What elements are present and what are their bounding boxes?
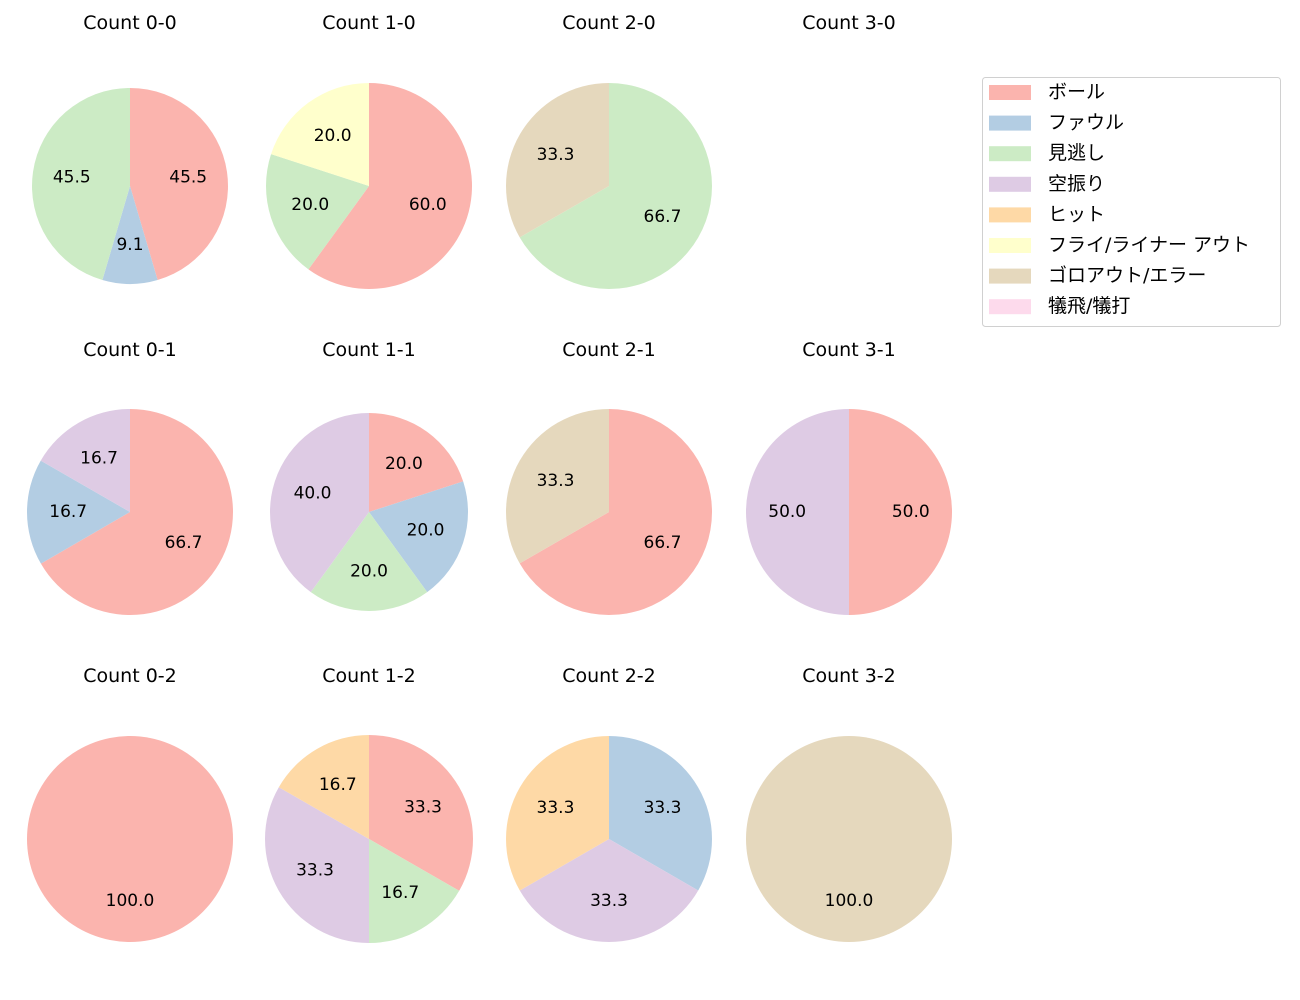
- slice-label: 50.0: [768, 502, 806, 522]
- pie-count-0-0: Count 0-0 45.5 9.1 45.5: [32, 12, 228, 284]
- pie-slice-6: [506, 83, 609, 238]
- legend-label: ファウル: [1048, 112, 1124, 134]
- legend-label: フライ/ライナー アウト: [1048, 234, 1250, 256]
- slice-label: 20.0: [291, 195, 329, 215]
- slice-label: 33.3: [537, 798, 575, 818]
- pie-title: Count 0-0: [83, 12, 177, 34]
- slice-label: 66.7: [644, 207, 682, 227]
- pie-count-3-2: Count 3-2 100.0: [746, 665, 952, 942]
- legend-swatch: [989, 176, 1031, 192]
- legend-frame: [982, 77, 1281, 327]
- pie-count-1-1: Count 1-1 20.0 20.0 20.0 40.0: [269, 339, 468, 612]
- slice-label: 16.7: [49, 502, 87, 522]
- slice-label: 66.7: [165, 533, 203, 553]
- pie-title: Count 0-1: [83, 339, 177, 361]
- pie-slice-2: [369, 839, 460, 943]
- pie-count-0-2: Count 0-2 100.0: [27, 665, 233, 942]
- slice-label: 9.1: [116, 235, 143, 255]
- pie-slice-0: [849, 409, 952, 615]
- pie-slice-1: [102, 186, 158, 284]
- pie-title: Count 3-1: [802, 339, 896, 361]
- pie-count-2-2: Count 2-2 33.3 33.3 33.3: [506, 665, 712, 942]
- legend-swatch: [989, 299, 1031, 315]
- pie-count-3-1: Count 3-1 50.0 50.0: [746, 339, 952, 615]
- slice-label: 16.7: [381, 883, 419, 903]
- pie-slice-0: [519, 409, 712, 615]
- pie-title: Count 1-1: [322, 339, 416, 361]
- pie-slice-4: [278, 735, 369, 839]
- pie-slice-0: [308, 83, 473, 289]
- legend-label: 見逃し: [1048, 142, 1105, 164]
- pie-title: Count 1-0: [322, 12, 416, 34]
- pie-count-3-0: Count 3-0: [802, 12, 896, 34]
- slice-label: 16.7: [319, 775, 357, 795]
- legend-swatch: [989, 115, 1031, 131]
- legend-swatch: [989, 238, 1031, 253]
- pie-slice-0: [130, 88, 228, 281]
- pie-slice-3: [264, 787, 369, 943]
- slice-label: 33.3: [590, 891, 628, 911]
- pie-count-2-1: Count 2-1 66.7 33.3: [506, 339, 712, 615]
- pie-slice-2: [310, 512, 428, 612]
- pie-count-1-0: Count 1-0 60.0 20.0 20.0: [266, 12, 473, 289]
- slice-label: 20.0: [385, 454, 423, 474]
- slice-label: 33.3: [537, 471, 575, 491]
- pie-count-2-0: Count 2-0 66.7 33.3: [506, 12, 712, 289]
- legend-label: ゴロアウト/エラー: [1048, 265, 1206, 287]
- pie-slice-3: [269, 413, 369, 593]
- slice-label: 100.0: [825, 891, 874, 911]
- pie-title: Count 2-2: [562, 665, 656, 687]
- pie-title: Count 0-2: [83, 665, 177, 687]
- pie-slice-1: [26, 460, 130, 564]
- slice-label: 33.3: [296, 860, 334, 880]
- pie-slice-0: [40, 409, 233, 615]
- pie-slice-1: [369, 481, 468, 593]
- slice-label: 60.0: [409, 195, 447, 215]
- pie-title: Count 2-0: [562, 12, 656, 34]
- pie-slice-2: [519, 83, 712, 289]
- pie-slice-0: [369, 735, 474, 891]
- pie-count-1-2: Count 1-2 33.3 16.7 33.3 16.7: [264, 665, 474, 943]
- pie-slice-6: [506, 409, 609, 564]
- slice-label: 40.0: [294, 484, 332, 504]
- pie-slice-4: [506, 736, 609, 891]
- pie-slice-3: [519, 839, 699, 942]
- legend-label: 空振り: [1048, 173, 1105, 195]
- pie-title: Count 1-2: [322, 665, 416, 687]
- pie-slice-2: [266, 154, 369, 270]
- slice-label: 20.0: [407, 520, 445, 540]
- legend-label: ボール: [1048, 81, 1105, 103]
- pie-slice-0: [369, 413, 464, 512]
- legend-swatch: [989, 85, 1031, 100]
- pie-slice-3: [40, 409, 130, 512]
- legend-swatch: [989, 268, 1031, 284]
- pie-title: Count 3-2: [802, 665, 896, 687]
- pie-title: Count 3-0: [802, 12, 896, 34]
- slice-label: 20.0: [314, 126, 352, 146]
- slice-label: 45.5: [169, 168, 207, 188]
- pie-slice-5: [271, 83, 369, 186]
- slice-label: 20.0: [350, 561, 388, 581]
- pie-title: Count 2-1: [562, 339, 656, 361]
- slice-label: 33.3: [537, 145, 575, 165]
- legend-swatch: [989, 207, 1031, 223]
- pie-slice-3: [746, 409, 849, 615]
- slice-label: 33.3: [644, 798, 682, 818]
- slice-label: 50.0: [892, 502, 930, 522]
- pie-slice-6: [746, 736, 952, 942]
- legend-label: 犠飛/犠打: [1048, 295, 1130, 317]
- slice-label: 16.7: [80, 448, 118, 468]
- pie-slice-2: [32, 88, 131, 281]
- pie-count-0-1: Count 0-1 66.7 16.7 16.7: [26, 339, 233, 615]
- slice-label: 66.7: [644, 533, 682, 553]
- slice-label: 45.5: [53, 168, 91, 188]
- slice-label: 100.0: [106, 891, 155, 911]
- pie-slice-1: [609, 736, 712, 891]
- slice-label: 33.3: [404, 798, 442, 818]
- pie-slice-0: [27, 736, 233, 942]
- legend-swatch: [989, 146, 1031, 162]
- legend-label: ヒット: [1048, 203, 1105, 225]
